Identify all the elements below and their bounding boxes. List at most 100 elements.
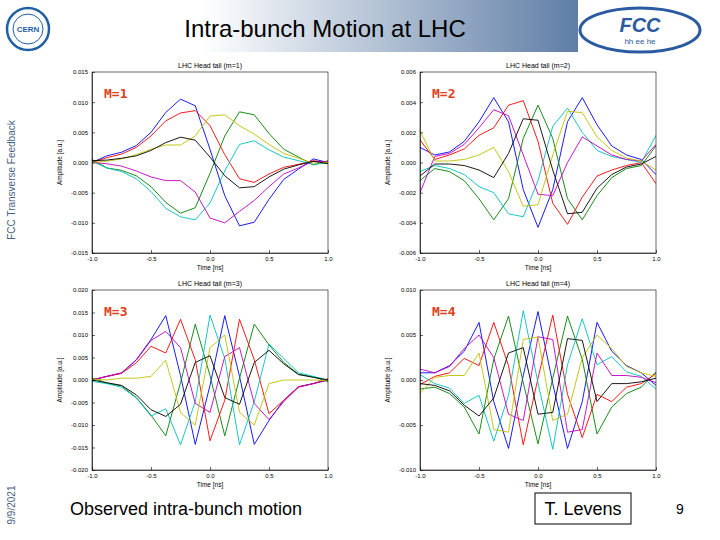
series-line <box>92 350 328 416</box>
x-axis: -1.0-0.50.00.51.0 <box>415 467 661 479</box>
y-tick-mark <box>420 470 423 471</box>
x-axis: -1.0-0.50.00.51.0 <box>87 467 333 479</box>
logo-oval <box>580 8 700 52</box>
x-axis-line <box>93 253 329 254</box>
plot-frame <box>92 72 328 253</box>
lines <box>420 98 656 228</box>
x-tick-label: -1.0 <box>87 256 98 262</box>
x-tick: -0.5 <box>146 250 157 262</box>
x-tick-mark <box>656 467 657 470</box>
y-tick-mark <box>420 132 423 133</box>
series-line <box>92 324 328 436</box>
y-tick: -0.020 <box>71 467 95 473</box>
x-tick-label: -1.0 <box>87 473 98 479</box>
x-tick-label: 0.0 <box>206 256 215 262</box>
x-axis-title: Time [ns] <box>197 481 224 489</box>
y-tick-label: -0.004 <box>399 220 417 226</box>
x-tick-mark <box>656 250 657 253</box>
x-tick-label: 0.5 <box>593 473 602 479</box>
y-tick: -0.002 <box>399 190 423 196</box>
mode-label: M=3 <box>104 304 127 319</box>
mode-label: M=2 <box>432 86 455 101</box>
y-tick-mark <box>420 290 423 291</box>
logo-right: FCChh ee he <box>580 8 700 52</box>
x-tick-mark <box>151 250 152 253</box>
x-tick-mark <box>479 250 480 253</box>
page-number: 9 <box>676 501 684 517</box>
logo-ring-inner <box>13 14 43 44</box>
plot-frame <box>92 290 328 470</box>
x-tick: 1.0 <box>324 467 333 479</box>
y-tick: 0.005 <box>73 355 95 361</box>
x-tick: 0.0 <box>534 250 543 262</box>
y-tick: 0.002 <box>401 130 423 136</box>
y-tick-label: 0.010 <box>401 287 417 293</box>
y-tick: -0.004 <box>399 220 423 226</box>
y-tick-label: 0.000 <box>401 160 417 166</box>
y-tick-label: 0.005 <box>73 130 89 136</box>
logo-subtext: hh ee he <box>624 37 656 46</box>
slide-title: Intra-bunch Motion at LHC <box>184 15 465 42</box>
author: T. Levens <box>544 499 621 519</box>
y-axis: -0.015-0.010-0.0050.0000.0050.0100.015 <box>71 69 95 256</box>
y-tick-mark <box>92 253 95 254</box>
x-tick-mark <box>597 250 598 253</box>
y-tick-mark <box>92 163 95 164</box>
y-axis-title: Amplitude [a.u.] <box>384 357 392 402</box>
y-tick-mark <box>92 132 95 133</box>
series-line <box>92 335 328 425</box>
y-tick: -0.015 <box>71 250 95 256</box>
side-text: FCC Transverse Feedback <box>6 119 17 239</box>
y-tick: -0.006 <box>399 250 423 256</box>
y-tick-label: 0.002 <box>401 130 417 136</box>
series-line <box>420 110 656 196</box>
y-tick-mark <box>92 403 95 404</box>
y-tick-label: 0.004 <box>401 100 417 106</box>
chart-title: LHC Head tail (m=4) <box>506 280 570 288</box>
x-tick: -1.0 <box>415 467 426 479</box>
author-box <box>535 493 631 524</box>
caption: Observed intra-bunch motion <box>70 499 302 519</box>
x-tick-mark <box>597 467 598 470</box>
x-tick: 0.5 <box>265 250 274 262</box>
x-tick-mark <box>328 250 329 253</box>
y-tick-mark <box>420 72 423 73</box>
x-tick-label: -0.5 <box>146 256 157 262</box>
plot-background <box>92 72 328 253</box>
x-tick-label: 0.5 <box>265 256 274 262</box>
mode-label: M=1 <box>104 86 128 101</box>
x-axis-line <box>421 470 657 471</box>
y-tick: 0.000 <box>401 160 423 166</box>
header-bar <box>0 0 578 52</box>
x-axis: -1.0-0.50.00.51.0 <box>87 250 333 262</box>
y-tick-mark <box>420 380 423 381</box>
y-tick-mark <box>92 358 95 359</box>
x-tick-label: 1.0 <box>324 473 333 479</box>
y-tick: -0.005 <box>399 422 423 428</box>
y-axis: -0.020-0.015-0.010-0.0050.0000.0050.0100… <box>71 287 95 473</box>
plot-background <box>420 290 656 470</box>
series-line <box>420 335 656 432</box>
x-tick: 0.0 <box>206 467 215 479</box>
x-tick: -1.0 <box>415 250 426 262</box>
y-tick-mark <box>92 102 95 103</box>
x-tick: 0.0 <box>534 467 543 479</box>
logo-left: CERN <box>7 8 49 50</box>
chart: -1.0-0.50.00.51.0-0.020-0.015-0.010-0.00… <box>56 280 333 489</box>
y-tick: 0.020 <box>73 287 95 293</box>
series-line <box>420 316 656 444</box>
x-tick-mark <box>210 467 211 470</box>
y-tick: 0.000 <box>73 377 95 383</box>
y-tick-label: -0.020 <box>71 467 89 473</box>
y-tick-mark <box>420 335 423 336</box>
y-tick-label: 0.005 <box>73 355 89 361</box>
x-axis-line <box>93 470 329 471</box>
x-tick-mark <box>269 250 270 253</box>
x-tick: -1.0 <box>87 250 98 262</box>
y-axis-title: Amplitude [a.u.] <box>56 140 64 185</box>
series-line <box>92 141 328 220</box>
x-tick: 1.0 <box>652 467 661 479</box>
x-tick-mark <box>269 467 270 470</box>
y-tick-mark <box>92 72 95 73</box>
y-tick-mark <box>420 163 423 164</box>
